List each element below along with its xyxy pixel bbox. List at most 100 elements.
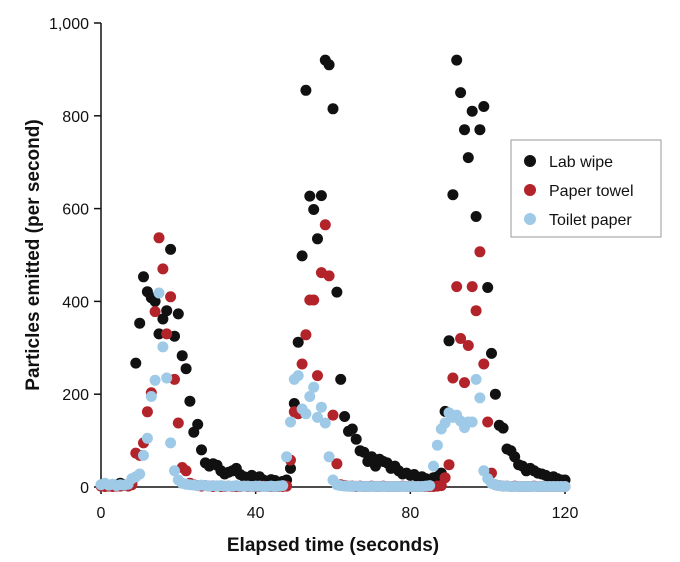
data-point: [149, 295, 161, 307]
data-point: [172, 308, 184, 320]
legend-box: [510, 139, 662, 238]
data-point: [443, 335, 455, 347]
axes: 0 200 400 600 800 1,000 0 40 80 120: [49, 16, 578, 522]
data-point: [559, 481, 571, 492]
data-point: [478, 101, 490, 112]
data-point: [346, 423, 358, 435]
y-tick-label: 600: [62, 202, 89, 219]
legend-marker: [524, 213, 536, 225]
data-point: [424, 480, 436, 492]
data-point: [331, 458, 343, 470]
data-point: [157, 341, 169, 353]
data-point: [474, 246, 486, 258]
data-point: [149, 374, 161, 386]
data-point: [300, 408, 312, 420]
y-tick-label: 400: [62, 294, 89, 311]
data-point: [327, 103, 339, 115]
y-tick-label: 200: [62, 387, 89, 404]
data-point: [308, 381, 320, 393]
data-point: [319, 417, 331, 429]
data-point: [288, 398, 300, 409]
data-point: [431, 439, 443, 451]
data-point: [296, 250, 308, 262]
data-point: [145, 391, 157, 402]
legend-label: Toilet paper: [549, 212, 632, 229]
series-toilet-paper: [95, 287, 571, 492]
data-point: [285, 462, 296, 474]
data-point: [443, 459, 455, 471]
data-point: [184, 395, 196, 407]
data-point: [161, 328, 173, 340]
data-point: [141, 432, 153, 444]
data-point: [470, 305, 482, 317]
data-point: [474, 124, 486, 136]
data-point: [462, 340, 474, 351]
data-point: [459, 124, 470, 136]
data-point: [161, 372, 173, 384]
data-point: [134, 468, 146, 480]
data-point: [466, 281, 478, 293]
data-point: [165, 243, 177, 255]
data-point: [459, 377, 470, 389]
data-point: [439, 472, 451, 484]
data-point: [466, 105, 478, 117]
data-point: [141, 406, 153, 418]
data-point: [157, 263, 169, 275]
data-point: [192, 418, 204, 430]
x-tick-label: 120: [552, 505, 579, 522]
data-point: [474, 392, 486, 404]
x-axis-title: Elapsed time (seconds): [227, 535, 439, 556]
data-point: [466, 416, 478, 428]
data-point: [455, 333, 467, 344]
data-point: [277, 480, 289, 492]
y-tick-label: 800: [62, 109, 89, 126]
data-point: [138, 449, 149, 461]
data-point: [470, 211, 482, 222]
data-point: [165, 291, 177, 303]
data-point: [315, 190, 327, 202]
data-point: [134, 317, 146, 329]
data-point: [312, 411, 323, 423]
data-point: [462, 152, 474, 164]
data-point: [308, 204, 320, 215]
y-ticks: 0 200 400 600 800 1,000: [49, 16, 101, 497]
data-point: [281, 451, 293, 463]
data-point: [138, 271, 149, 283]
data-point: [350, 433, 362, 445]
data-point: [439, 417, 451, 429]
data-point: [172, 417, 184, 429]
data-point: [153, 232, 165, 244]
data-point: [180, 465, 192, 477]
legend: Lab wipe Paper towel Toilet paper: [510, 139, 662, 238]
y-axis-title: Particles emitted (per second): [23, 119, 44, 390]
data-point: [339, 411, 351, 422]
legend-marker: [524, 155, 536, 167]
data-point: [482, 282, 494, 293]
data-point: [335, 373, 347, 385]
data-point: [447, 372, 459, 384]
data-point: [489, 388, 501, 400]
legend-label: Lab wipe: [549, 154, 613, 171]
data-point: [153, 328, 165, 340]
data-point: [312, 370, 323, 382]
data-point: [180, 363, 192, 375]
data-point: [292, 370, 304, 382]
data-point: [157, 313, 169, 325]
data-point: [451, 54, 463, 66]
legend-label: Paper towel: [549, 183, 634, 200]
data-point: [153, 287, 165, 299]
data-point: [149, 306, 161, 318]
data-point: [323, 59, 335, 71]
y-tick-label: 0: [80, 480, 89, 497]
data-point: [304, 391, 316, 402]
data-points: [95, 54, 571, 492]
data-point: [176, 350, 188, 362]
data-point: [455, 87, 467, 99]
series-paper-towel: [95, 219, 571, 492]
data-point: [315, 401, 327, 413]
data-point: [331, 286, 343, 298]
data-point: [312, 233, 323, 245]
data-point: [130, 357, 142, 369]
